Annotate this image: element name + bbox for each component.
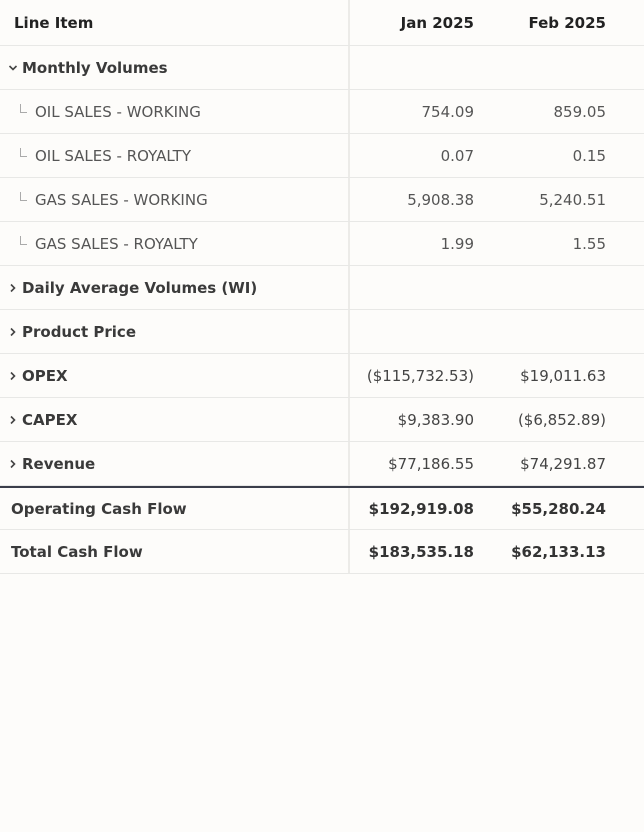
label-cell: CAPEX [0,398,350,441]
value-cell [490,310,644,353]
column-header[interactable]: Jan 2025 [400,13,474,32]
expand-toggle[interactable] [8,415,18,425]
child-label: GAS SALES - WORKING [35,190,208,209]
value-cell: $74,291.87 [520,454,606,473]
child-label: GAS SALES - ROYALTY [35,234,198,253]
value-cell: 0.07 [440,146,474,165]
label-cell: OIL SALES - WORKING [0,90,350,133]
table: Line Item Jan 2025 Feb 2025 Monthly Volumes… [0,0,644,574]
tree-branch [20,192,27,201]
child-row: GAS SALES - WORKING 5,908.38 5,240.51 [0,178,644,222]
value-cell: ($6,852.89) [517,410,606,429]
value-cell: $9,383.90 [397,410,474,429]
label-cell: GAS SALES - ROYALTY [0,222,350,265]
group-label: CAPEX [22,410,78,429]
label-cell: Daily Average Volumes (WI) [0,266,350,309]
label-cell: Monthly Volumes [0,46,350,89]
value-cell: 1.55 [572,234,606,253]
value-cell: $62,133.13 [511,542,606,561]
expand-toggle[interactable] [8,283,18,293]
group-label: Product Price [22,322,136,341]
value-cell [350,266,490,309]
column-header[interactable]: Line Item [0,0,350,45]
expand-toggle[interactable] [8,371,18,381]
total-label: Operating Cash Flow [0,488,350,529]
group-row[interactable]: Product Price [0,310,644,354]
value-cell [490,266,644,309]
total-label: Total Cash Flow [0,530,350,573]
value-cell: 5,240.51 [539,190,606,209]
expand-toggle[interactable] [8,63,18,73]
value-cell: 5,908.38 [407,190,474,209]
value-cell: ($115,732.53) [366,366,474,385]
group-label: Revenue [22,454,96,473]
group-row[interactable]: Daily Average Volumes (WI) [0,266,644,310]
value-cell: 754.09 [421,102,475,121]
group-row[interactable]: OPEX ($115,732.53) $19,011.63 [0,354,644,398]
expand-toggle[interactable] [8,327,18,337]
value-cell: $77,186.55 [388,454,474,473]
group-row[interactable]: CAPEX $9,383.90 ($6,852.89) [0,398,644,442]
group-row[interactable]: Monthly Volumes [0,46,644,90]
value-cell: $55,280.24 [511,499,606,518]
child-row: GAS SALES - ROYALTY 1.99 1.55 [0,222,644,266]
child-row: OIL SALES - ROYALTY 0.07 0.15 [0,134,644,178]
tree-branch [20,148,27,157]
column-header[interactable]: Feb 2025 [528,13,606,32]
value-cell: 1.99 [440,234,474,253]
child-row: OIL SALES - WORKING 754.09 859.05 [0,90,644,134]
header-row: Line Item Jan 2025 Feb 2025 [0,0,644,46]
tree-branch [20,236,27,245]
value-cell: 859.05 [553,102,607,121]
total-row: Operating Cash Flow $192,919.08 $55,280.24 [0,486,644,530]
value-cell [350,310,490,353]
group-row[interactable]: Revenue $77,186.55 $74,291.87 [0,442,644,486]
label-cell: OIL SALES - ROYALTY [0,134,350,177]
group-label: Monthly Volumes [22,58,168,77]
label-cell: Revenue [0,442,350,485]
child-label: OIL SALES - ROYALTY [35,146,192,165]
value-cell: $192,919.08 [368,499,474,518]
child-label: OIL SALES - WORKING [35,102,201,121]
value-cell: 0.15 [572,146,606,165]
value-cell [490,46,644,89]
label-cell: Product Price [0,310,350,353]
group-label: OPEX [22,366,68,385]
value-cell: $19,011.63 [520,366,606,385]
expand-toggle[interactable] [8,459,18,469]
label-cell: GAS SALES - WORKING [0,178,350,221]
value-cell: $183,535.18 [368,542,474,561]
value-cell [350,46,490,89]
total-row: Total Cash Flow $183,535.18 $62,133.13 [0,530,644,574]
group-label: Daily Average Volumes (WI) [22,278,258,297]
tree-branch [20,104,27,113]
label-cell: OPEX [0,354,350,397]
